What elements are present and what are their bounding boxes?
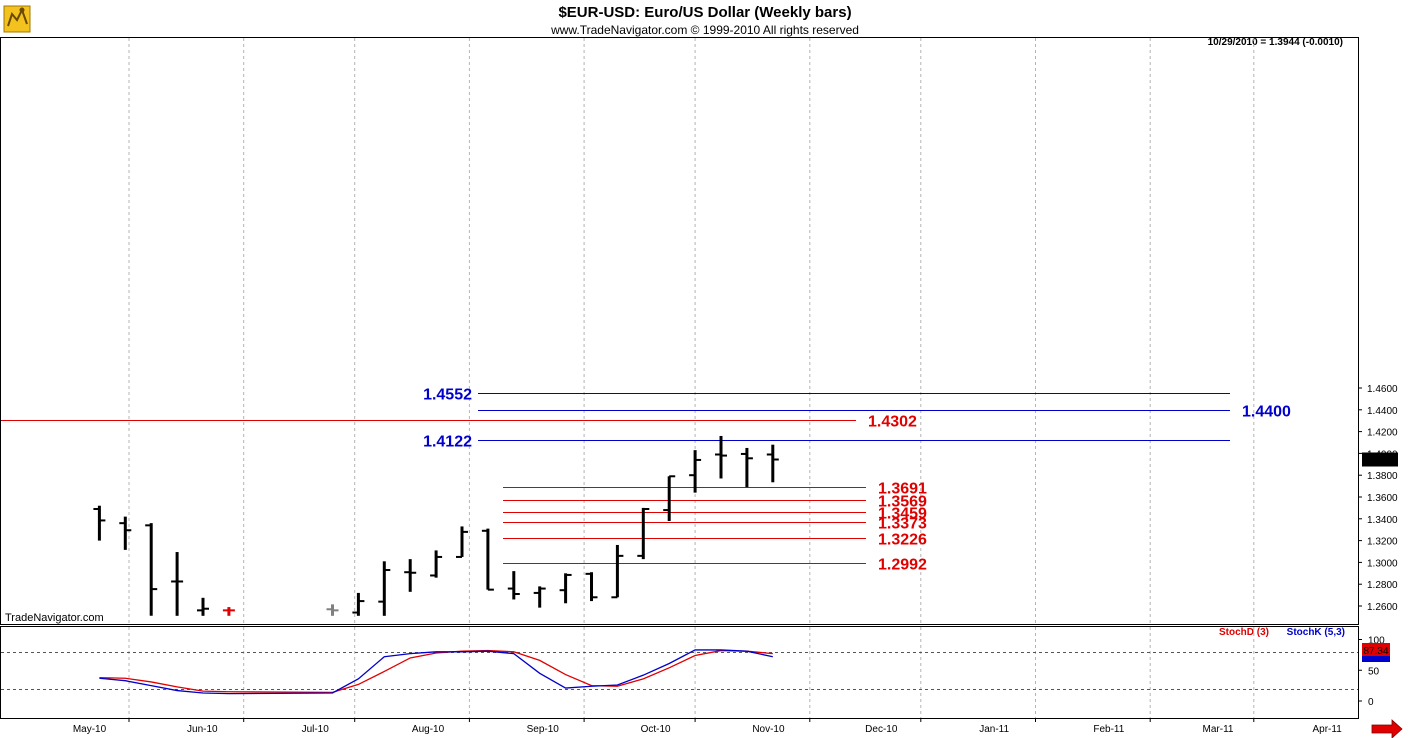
- level-label: 1.2992: [878, 557, 927, 574]
- last-price-label: 1.3944: [1365, 456, 1396, 467]
- y-tick-label: 1.2800: [1367, 580, 1398, 591]
- stoch-series-line: [99, 649, 773, 694]
- x-tick-label: Feb-11: [1093, 724, 1124, 735]
- last-price-flag: 1.3944: [1362, 452, 1398, 467]
- price-panel-frame: [0, 37, 1359, 625]
- y-tick-label: 1.2600: [1367, 602, 1398, 613]
- x-tick-label: Dec-10: [865, 724, 898, 735]
- legend-stochd[interactable]: StochD (3): [1219, 627, 1269, 638]
- trade-navigator-logo-icon[interactable]: [3, 5, 31, 33]
- x-tick-label: Sep-10: [527, 724, 560, 735]
- stoch-y-tick-label: 100: [1368, 636, 1385, 647]
- y-tick-label: 1.4600: [1367, 384, 1398, 395]
- grid: [128, 38, 1255, 718]
- level-label: 1.3226: [878, 532, 927, 549]
- x-tick-label: Aug-10: [412, 724, 445, 735]
- x-tick-label: Jun-10: [187, 724, 218, 735]
- y-tick-label: 1.3400: [1367, 515, 1398, 526]
- level-label: 1.3459: [878, 506, 927, 523]
- scroll-right-arrow-icon[interactable]: [1371, 719, 1403, 738]
- y-tick-label: 1.4400: [1367, 406, 1398, 417]
- stoch-last-value: 87.34: [1363, 646, 1388, 657]
- price-bars: [93, 435, 779, 616]
- stoch-series-line: [99, 649, 773, 695]
- legend-stochk[interactable]: StochK (5,3): [1287, 627, 1345, 638]
- chart-copyright: www.TradeNavigator.com © 1999-2010 All r…: [550, 23, 859, 37]
- y-tick-label: 1.3000: [1367, 558, 1398, 569]
- stochastic-panel: 100 50 0: [1, 636, 1385, 708]
- y-tick-label: 1.3600: [1367, 493, 1398, 504]
- x-tick-label: Oct-10: [641, 724, 671, 735]
- y-tick-label: 1.4200: [1367, 428, 1398, 439]
- last-quote-readout: 10/29/2010 = 1.3944 (-0.0010): [1208, 37, 1343, 48]
- stoch-panel-frame: [0, 626, 1359, 719]
- price-axis: 1.2600 1.2800 1.3000 1.3200 1.3400 1.3600 1.38…: [1358, 384, 1398, 613]
- x-tick-label: Jul-10: [302, 724, 330, 735]
- level-label: 1.4552: [423, 387, 472, 404]
- x-tick-label: Apr-11: [1313, 724, 1343, 735]
- level-label: 1.3569: [878, 494, 927, 511]
- level-label: 1.4302: [868, 414, 917, 431]
- watermark: TradeNavigator.com: [5, 612, 104, 624]
- level-label: 1.3691: [878, 481, 927, 498]
- stoch-y-tick-label: 0: [1368, 697, 1374, 708]
- stoch-last-value-flag: 87.34: [1362, 643, 1390, 662]
- x-tick-label: Mar-11: [1203, 724, 1234, 735]
- y-tick-label: 1.3200: [1367, 537, 1398, 548]
- chart-title: $EUR-USD: Euro/US Dollar (Weekly bars): [558, 4, 851, 21]
- x-tick-label: Nov-10: [752, 724, 785, 735]
- x-tick-label: May-10: [73, 724, 107, 735]
- date-axis: May-10 Jun-10 Jul-10 Aug-10 Sep-10 Oct-10 Nov-…: [73, 718, 1342, 735]
- y-tick-label: 1.3800: [1367, 471, 1398, 482]
- level-label: 1.3373: [878, 516, 927, 533]
- x-tick-label: Jan-11: [979, 724, 1009, 735]
- level-label: 1.4400: [1242, 404, 1291, 421]
- stoch-y-tick-label: 50: [1368, 666, 1380, 677]
- level-lines: 1.4552 1.4400 1.4302 1.4122 1.36911.35691.34…: [1, 387, 1291, 574]
- level-label: 1.4122: [423, 434, 472, 451]
